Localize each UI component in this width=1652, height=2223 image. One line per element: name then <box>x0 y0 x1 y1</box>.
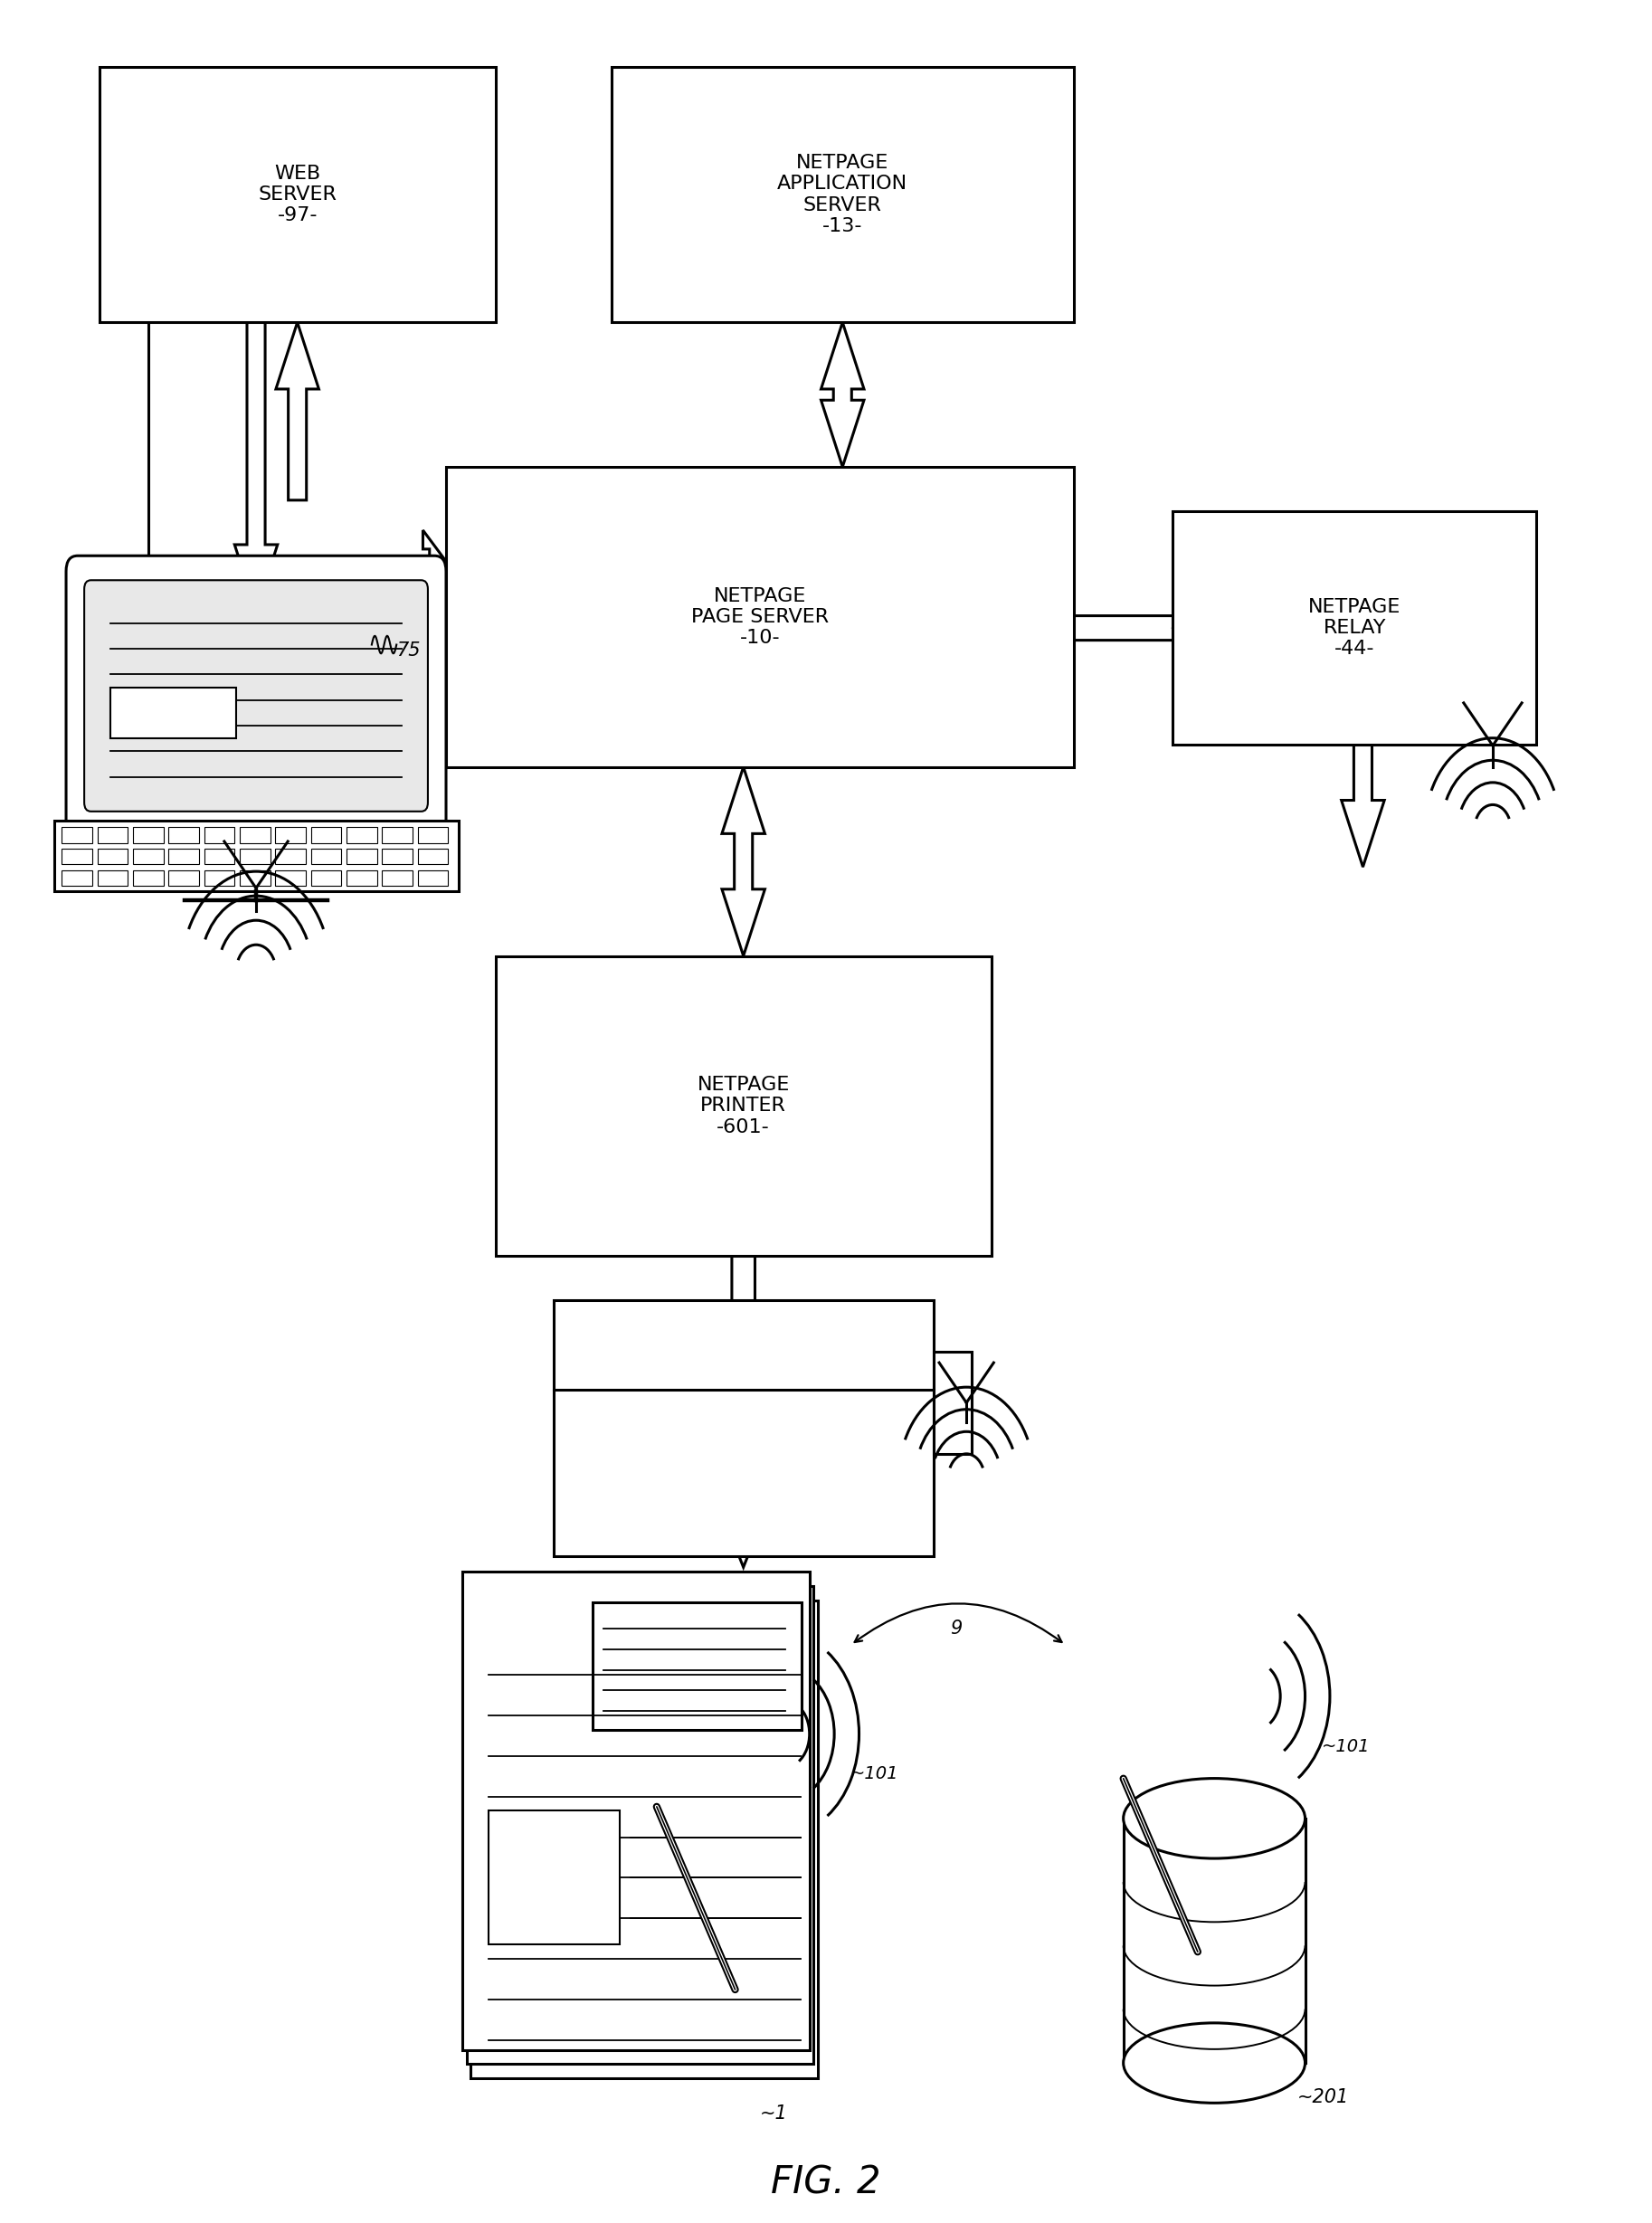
Text: NETPAGE
PAGE SERVER
-10-: NETPAGE PAGE SERVER -10- <box>691 587 829 647</box>
Bar <box>471 1601 818 2079</box>
Bar <box>311 869 342 885</box>
Polygon shape <box>1341 745 1384 867</box>
Bar <box>205 869 235 885</box>
Bar <box>134 869 164 885</box>
Bar <box>586 1587 795 1714</box>
Bar <box>463 1572 809 2050</box>
Bar <box>97 849 127 865</box>
Bar <box>55 820 458 891</box>
FancyBboxPatch shape <box>84 580 428 811</box>
Bar <box>61 869 93 885</box>
Bar <box>134 827 164 843</box>
Bar <box>382 869 413 885</box>
Bar <box>61 849 93 865</box>
Bar <box>311 827 342 843</box>
Polygon shape <box>821 322 864 467</box>
Bar <box>240 827 271 843</box>
Bar <box>446 467 1074 767</box>
Polygon shape <box>722 767 765 956</box>
Polygon shape <box>276 322 319 500</box>
Bar <box>418 849 448 865</box>
Bar <box>240 849 271 865</box>
Bar <box>382 849 413 865</box>
Ellipse shape <box>1123 1778 1305 1858</box>
Bar <box>593 1603 801 1729</box>
Bar <box>276 869 306 885</box>
Bar <box>418 869 448 885</box>
Text: 75: 75 <box>396 640 421 660</box>
Bar <box>553 1300 933 1556</box>
Text: ~201: ~201 <box>1297 2087 1348 2107</box>
Bar <box>611 67 1074 322</box>
Text: ~1: ~1 <box>760 2103 788 2123</box>
Text: NETPAGE
PRINTER
-601-: NETPAGE PRINTER -601- <box>697 1076 790 1136</box>
Bar <box>169 849 198 865</box>
Bar <box>489 1812 620 1945</box>
Bar <box>1123 1818 1305 2063</box>
Polygon shape <box>717 1256 770 1567</box>
Bar <box>61 827 93 843</box>
Polygon shape <box>423 529 446 591</box>
Bar <box>347 849 377 865</box>
Bar <box>276 827 306 843</box>
Bar <box>347 869 377 885</box>
Bar <box>466 1587 813 2065</box>
Ellipse shape <box>1123 2023 1305 2103</box>
Bar <box>418 827 448 843</box>
Bar <box>933 1352 971 1454</box>
Text: NETPAGE
RELAY
-44-: NETPAGE RELAY -44- <box>1308 598 1401 658</box>
FancyBboxPatch shape <box>66 556 446 836</box>
Text: ~101: ~101 <box>1322 1738 1370 1756</box>
Bar <box>134 849 164 865</box>
FancyArrowPatch shape <box>854 1603 1062 1643</box>
Bar <box>1173 511 1536 745</box>
Polygon shape <box>235 322 278 611</box>
Text: NETPAGE
APPLICATION
SERVER
-13-: NETPAGE APPLICATION SERVER -13- <box>778 153 907 236</box>
Bar <box>347 827 377 843</box>
Bar <box>111 687 236 738</box>
Bar <box>311 849 342 865</box>
Text: 9: 9 <box>950 1618 961 1638</box>
Polygon shape <box>1074 596 1196 658</box>
Bar <box>240 869 271 885</box>
Bar <box>169 827 198 843</box>
Bar <box>97 827 127 843</box>
Text: FIG. 2: FIG. 2 <box>771 2163 881 2203</box>
Polygon shape <box>423 640 446 702</box>
Bar <box>97 869 127 885</box>
Bar <box>205 827 235 843</box>
Bar <box>169 869 198 885</box>
Bar <box>99 67 496 322</box>
Bar <box>382 827 413 843</box>
Bar <box>580 1572 788 1698</box>
Bar <box>205 849 235 865</box>
Text: WEB
SERVER
-97-: WEB SERVER -97- <box>258 165 337 225</box>
Bar <box>496 956 991 1256</box>
Text: ~101: ~101 <box>851 1765 899 1783</box>
Bar <box>276 849 306 865</box>
